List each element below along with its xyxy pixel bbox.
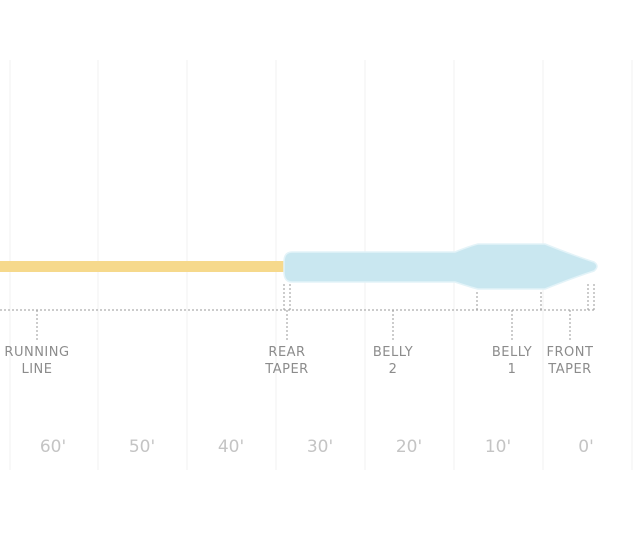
running-line [0,261,290,272]
distance-label: 50' [129,437,155,457]
segment-label: FRONT [547,345,594,360]
segment-label: TAPER [547,362,591,377]
fly-line-head [283,243,598,290]
segment-label: RUNNING [4,345,69,360]
segment-label: BELLY [492,345,532,360]
label-leaders [36,310,571,340]
distance-label: 40' [218,437,244,457]
distance-label: 10' [485,437,511,457]
segment-label: REAR [268,345,305,360]
segment-label: 1 [508,362,517,377]
segment-label: 2 [389,362,398,377]
segment-label: BELLY [373,345,413,360]
brackets [0,284,595,340]
distance-label: 60' [40,437,66,457]
segment-label: LINE [21,362,52,377]
labels: RUNNING LINE REAR TAPER BELLY 2 BELLY 1 FRONT TAP… [4,345,593,457]
bracket-ends [283,284,595,310]
distance-label: 0' [578,437,594,457]
segment-label: TAPER [264,362,308,377]
distance-label: 30' [307,437,333,457]
distance-label: 20' [396,437,422,457]
